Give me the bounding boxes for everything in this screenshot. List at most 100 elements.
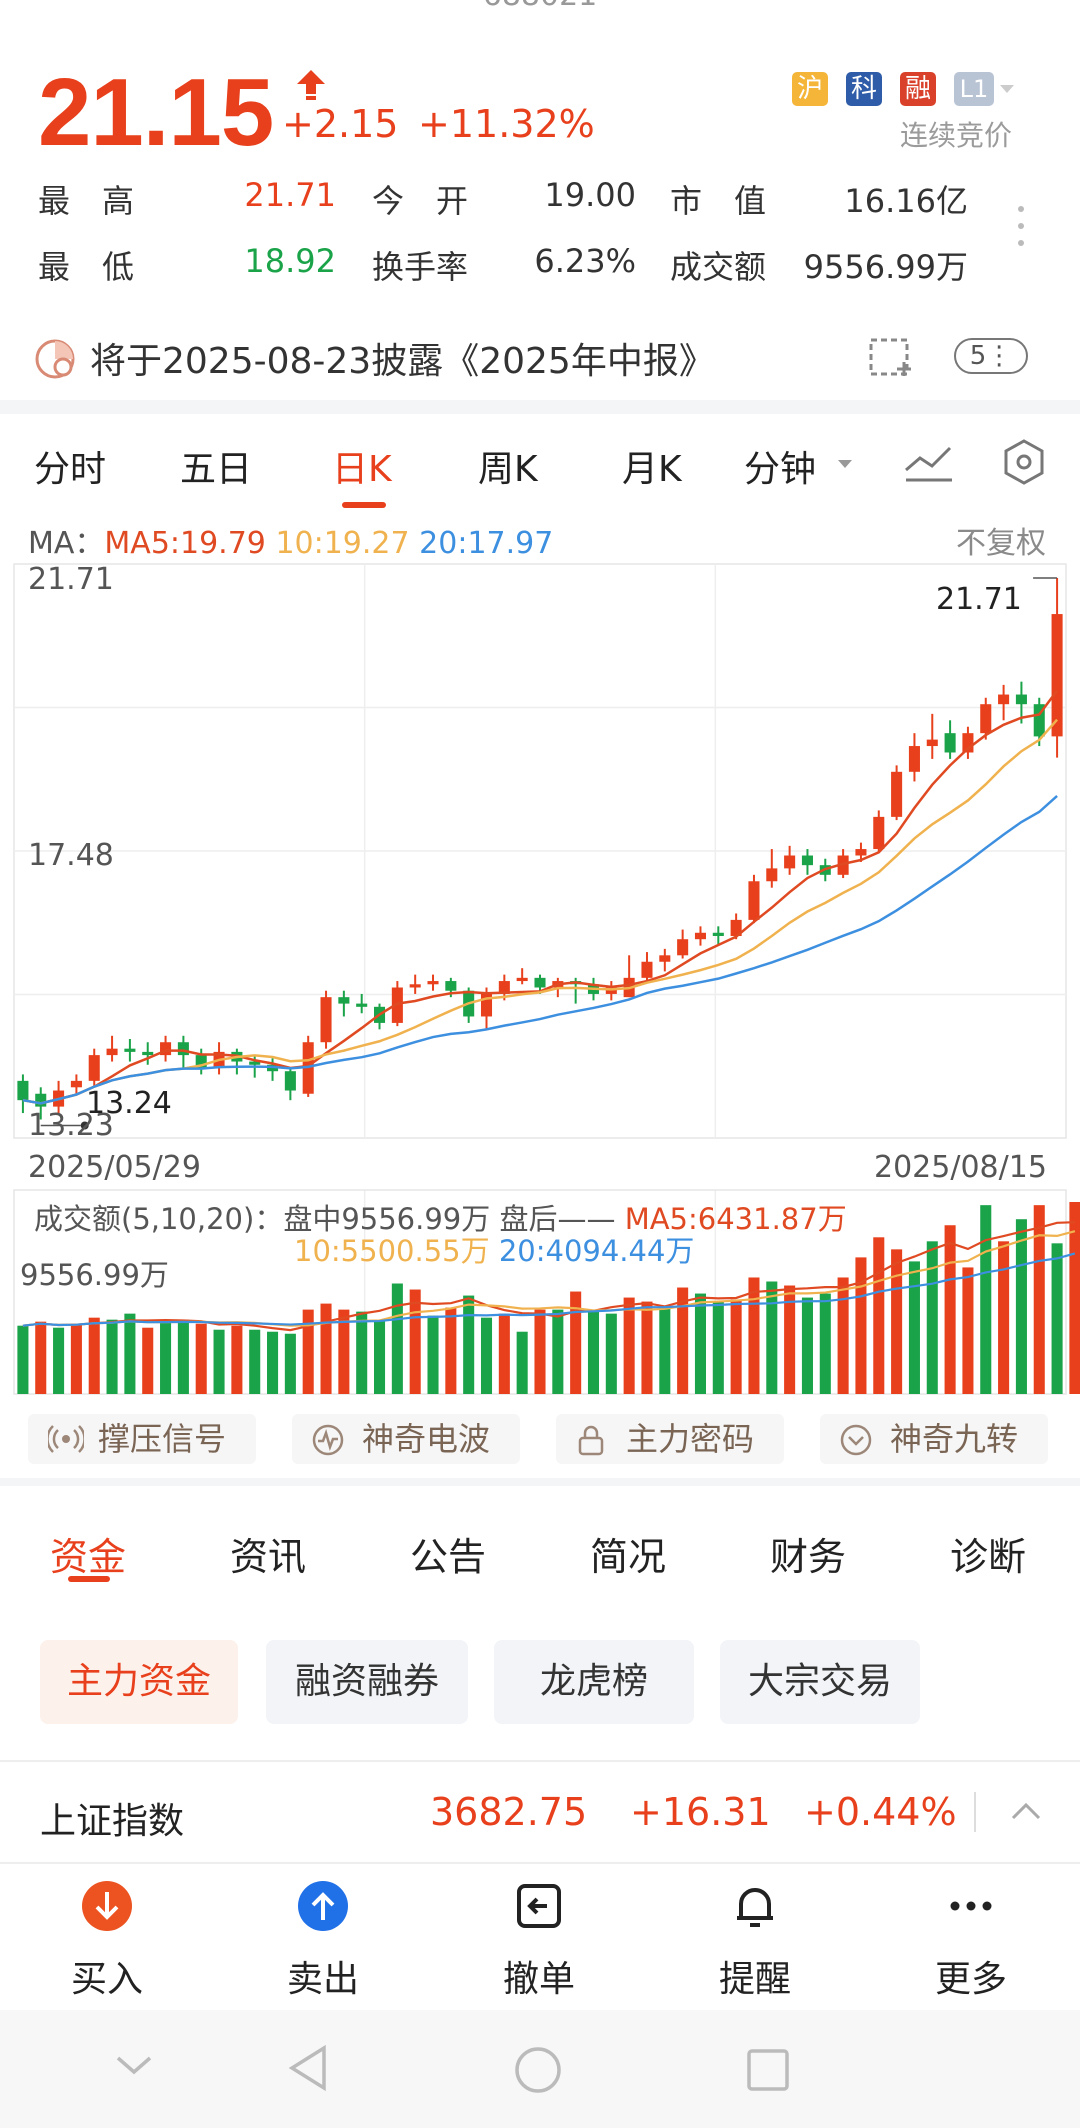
volume-bar <box>516 1331 528 1394</box>
volume-bar <box>552 1309 564 1394</box>
tab-minute[interactable]: 分钟 <box>744 449 817 490</box>
volume-bar <box>1033 1205 1045 1394</box>
chip-magic-wave[interactable]: 神奇电波 <box>292 1414 520 1464</box>
chip-magic-nine[interactable]: 神奇九转 <box>820 1414 1048 1464</box>
subtab-main-funds[interactable]: 主力资金 <box>40 1640 238 1724</box>
volume-bar <box>213 1329 225 1394</box>
ma10-value: 10:19.27 <box>275 526 410 561</box>
volume-bar <box>320 1303 332 1394</box>
alert-button[interactable]: 提醒 <box>680 1880 830 2002</box>
tab-profile[interactable]: 简况 <box>590 1535 667 1579</box>
kline-chart[interactable] <box>0 560 1080 1400</box>
check-circle-icon <box>840 1424 872 1456</box>
min-price-mark: 13.24 <box>86 1086 172 1121</box>
badge-margin[interactable]: 融 <box>900 72 936 106</box>
candle-body <box>641 961 653 978</box>
buy-button[interactable]: 买入 <box>32 1880 182 2002</box>
sell-button[interactable]: 卖出 <box>248 1880 398 2002</box>
cancel-order-icon <box>517 1884 561 1928</box>
volume-bar <box>302 1309 314 1394</box>
candle-body <box>195 1055 207 1068</box>
chip-label: 神奇九转 <box>890 1420 1019 1458</box>
min-mark-dot <box>80 1121 89 1130</box>
tab-announcements[interactable]: 公告 <box>410 1535 487 1579</box>
volume-bar <box>267 1331 279 1394</box>
tab-weekly-k[interactable]: 周K <box>478 449 538 490</box>
tab-diagnosis[interactable]: 诊断 <box>950 1535 1027 1579</box>
tab-funds[interactable]: 资金 <box>50 1535 127 1579</box>
nav-home-icon[interactable] <box>514 2046 562 2094</box>
tab-monthly-k[interactable]: 月K <box>622 449 682 490</box>
volume-bar <box>35 1321 47 1394</box>
more-button[interactable]: 更多 <box>896 1880 1046 2002</box>
up-arrow-icon <box>297 70 325 100</box>
volume-bar <box>837 1277 849 1394</box>
index-ticker-bar[interactable] <box>0 1760 1080 1864</box>
candle-body <box>445 981 457 991</box>
candle-body <box>1033 704 1045 737</box>
tab-financials[interactable]: 财务 <box>770 1535 847 1579</box>
candle-body <box>249 1061 261 1065</box>
index-change-percent: +0.44% <box>804 1790 957 1834</box>
volume-bar <box>962 1267 974 1394</box>
cancel-order-button[interactable]: 撤单 <box>464 1880 614 2002</box>
volume-bar <box>373 1319 386 1394</box>
volume-axis-top: 9556.99万 <box>20 1258 169 1292</box>
volume-bar <box>1069 1201 1080 1394</box>
volume-bar <box>70 1323 82 1394</box>
chip-label: 撑压信号 <box>98 1420 227 1458</box>
candle-body <box>784 855 796 869</box>
tab-daily-k[interactable]: 日K <box>332 449 392 490</box>
chip-label: 主力密码 <box>626 1420 755 1458</box>
candle-body <box>677 939 689 956</box>
adjust-mode[interactable]: 不复权 <box>956 526 1046 561</box>
badge-sh[interactable]: 沪 <box>792 72 828 106</box>
candle-body <box>944 733 956 753</box>
candle-body <box>142 1051 154 1056</box>
chip-support-resistance[interactable]: 撑压信号 <box>28 1414 256 1464</box>
volume-bar <box>88 1317 100 1394</box>
chevron-down-icon[interactable] <box>998 82 1016 96</box>
tab-intraday[interactable]: 分时 <box>34 449 107 490</box>
ma-label: MA： <box>28 526 105 561</box>
tab-news[interactable]: 资讯 <box>230 1535 307 1579</box>
badge-star[interactable]: 科 <box>846 72 882 106</box>
volume-bar <box>712 1301 724 1394</box>
volume-bar <box>53 1327 65 1394</box>
notice-count-badge[interactable]: 5⋮ <box>954 338 1028 374</box>
mcap-value: 16.16亿 <box>844 182 968 220</box>
volume-bar <box>748 1277 760 1394</box>
index-value: 3682.75 <box>430 1790 588 1834</box>
volume-bar <box>641 1301 653 1394</box>
volume-bar <box>124 1313 136 1394</box>
candle-body <box>712 932 724 936</box>
volume-legend-label: 成交额(5,10,20)：盘中9556.99万 盘后—— <box>34 1202 616 1236</box>
nav-hide-icon[interactable] <box>114 2050 154 2080</box>
price-change-percent: +11.32% <box>418 102 595 146</box>
volume-bar <box>195 1323 207 1394</box>
badge-level[interactable]: L1 <box>954 72 994 106</box>
indicator-icon[interactable] <box>904 440 954 484</box>
price-axis-top: 21.71 <box>28 562 114 597</box>
volume-bar <box>623 1297 635 1394</box>
subtab-margin[interactable]: 融资融券 <box>266 1640 468 1724</box>
candle-body <box>35 1093 47 1107</box>
report-notice[interactable]: 将于2025-08-23披露《2025年中报》 <box>90 341 715 382</box>
more-vertical-icon[interactable] <box>1018 205 1024 247</box>
volume-bar <box>1051 1243 1063 1394</box>
chevron-up-icon[interactable] <box>1010 1800 1042 1822</box>
nav-back-icon[interactable] <box>286 2044 330 2092</box>
volume-bar <box>677 1287 689 1394</box>
volume-ma5: MA5:6431.87万 <box>624 1202 847 1236</box>
volume-bar <box>980 1205 992 1394</box>
subtab-dragon-tiger[interactable]: 龙虎榜 <box>494 1640 694 1724</box>
subtab-block-trade[interactable]: 大宗交易 <box>720 1640 920 1724</box>
active-tab-underline <box>68 1576 110 1582</box>
tab-five-day[interactable]: 五日 <box>180 449 253 490</box>
volume-bar <box>1015 1219 1027 1394</box>
minute-dropdown-icon[interactable] <box>836 458 854 470</box>
chip-main-force-code[interactable]: 主力密码 <box>556 1414 784 1464</box>
chart-settings-icon[interactable] <box>1000 438 1048 486</box>
nav-recent-icon[interactable] <box>746 2048 790 2092</box>
add-calendar-icon[interactable] <box>868 334 916 378</box>
